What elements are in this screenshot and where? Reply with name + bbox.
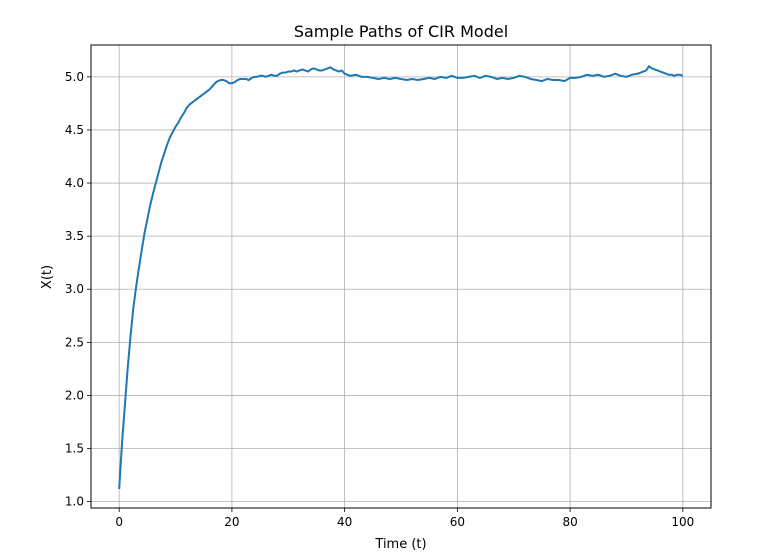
y-tick-label: 5.0 (65, 70, 84, 84)
plot-frame (90, 44, 712, 509)
x-tick-label: 80 (562, 515, 577, 529)
y-tick-label: 3.5 (65, 229, 84, 243)
y-tick-label: 4.5 (65, 123, 84, 137)
y-tick-label: 3.0 (65, 282, 84, 296)
x-axis-label: Time (t) (374, 537, 426, 552)
x-tick-label: 100 (671, 515, 694, 529)
x-tick-label: 0 (115, 515, 123, 529)
x-tick-label: 40 (337, 515, 352, 529)
series-line-0 (118, 65, 684, 489)
chart-title: Sample Paths of CIR Model (294, 22, 508, 41)
x-tick-label: 60 (450, 515, 465, 529)
y-tick-label: 1.0 (65, 495, 84, 509)
y-tick-label: 4.0 (65, 176, 84, 190)
y-tick-label: 2.5 (65, 335, 84, 349)
y-axis-label: X(t) (40, 265, 55, 289)
plot-area (118, 65, 684, 489)
x-axis: 0 20 40 60 80 100 (115, 508, 694, 529)
y-tick-label: 2.0 (65, 388, 84, 402)
y-axis: 1.0 1.5 2.0 2.5 3.0 3.5 4.0 4.5 5.0 (65, 70, 91, 509)
grid (91, 45, 711, 508)
y-tick-label: 1.5 (65, 442, 84, 456)
x-tick-label: 20 (224, 515, 239, 529)
